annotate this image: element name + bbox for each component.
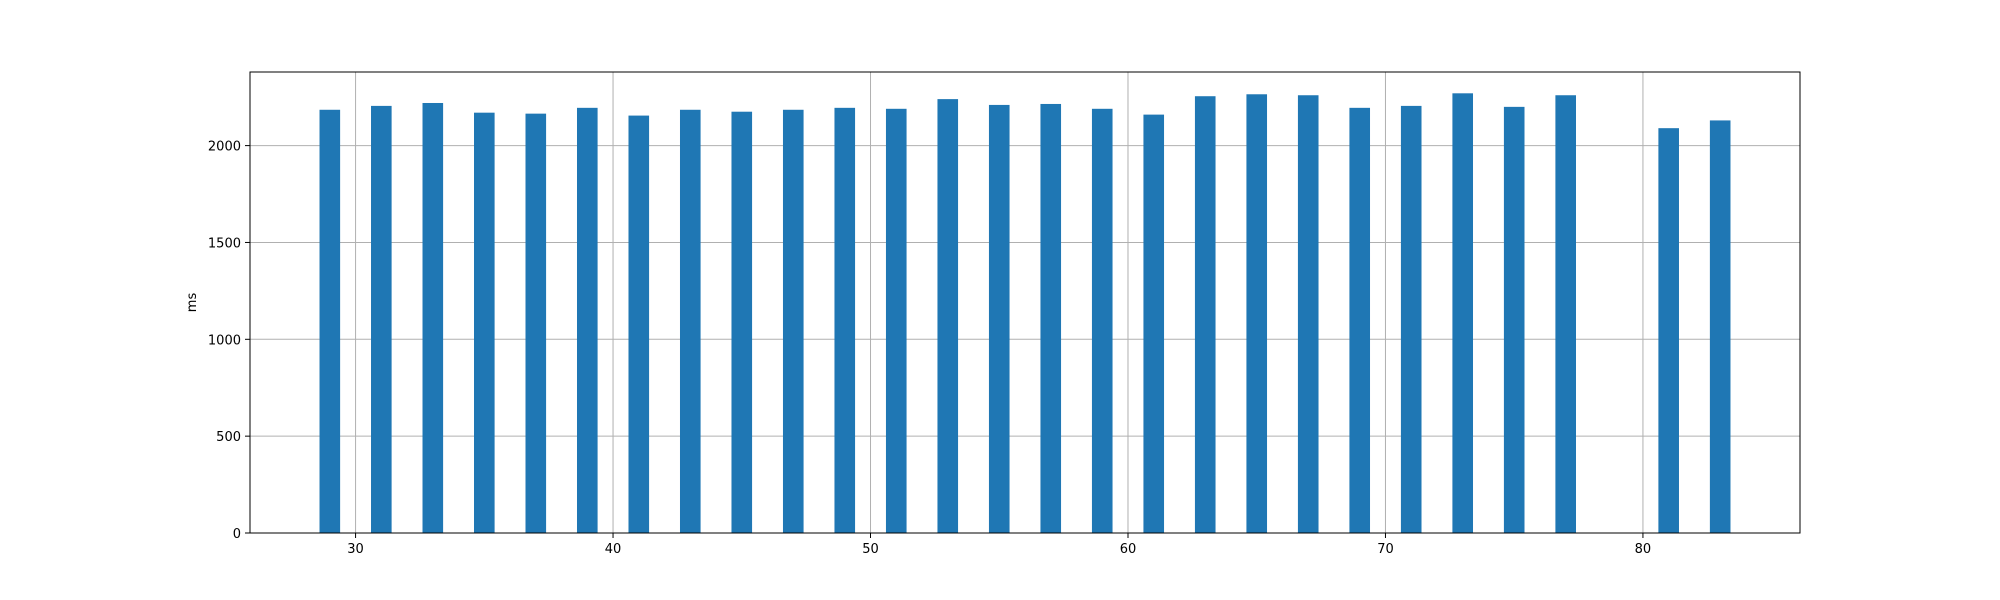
- y-tick-label: 500: [216, 430, 241, 445]
- y-axis-label: ms: [185, 293, 200, 313]
- bar: [422, 102, 444, 533]
- x-tick-label: 40: [605, 542, 622, 557]
- ticks: 30 40 50 60 70 80 0 500 1000 1500 2000: [208, 140, 1651, 557]
- bars: [319, 93, 1731, 534]
- x-tick-label: 70: [1377, 542, 1394, 557]
- bar: [885, 108, 907, 533]
- bar: [1091, 108, 1113, 533]
- bar: [1297, 95, 1319, 533]
- bar: [474, 112, 495, 534]
- bar: [1400, 105, 1422, 533]
- bar: [1143, 114, 1165, 533]
- plot-frame: [249, 71, 1801, 534]
- bar: [1040, 103, 1062, 533]
- bar: [937, 99, 959, 533]
- bar: [1658, 128, 1679, 533]
- bar: [1503, 106, 1525, 534]
- bar: [731, 111, 753, 534]
- y-tick-label: 2000: [208, 140, 241, 155]
- y-tick-label: 1000: [208, 333, 241, 348]
- bar: [834, 107, 856, 533]
- x-tick-label: 50: [862, 542, 879, 557]
- bar: [1452, 93, 1474, 533]
- bar: [1709, 120, 1731, 533]
- bar: [988, 104, 1010, 533]
- x-tick-label: 30: [347, 542, 364, 557]
- bar: [679, 109, 701, 534]
- bar: [628, 115, 650, 533]
- x-tick-label: 80: [1635, 542, 1652, 557]
- bar: [319, 109, 341, 534]
- y-tick-label: 0: [233, 527, 241, 542]
- bar: [1349, 107, 1371, 533]
- bar: [576, 107, 598, 533]
- bar: [371, 105, 392, 533]
- bar: [525, 113, 547, 533]
- y-tick-label: 1500: [208, 236, 241, 251]
- bar: [1246, 94, 1268, 533]
- bar: [1555, 95, 1576, 533]
- x-tick-label: 60: [1120, 542, 1137, 557]
- bar: [782, 109, 804, 534]
- bar: [1194, 96, 1216, 533]
